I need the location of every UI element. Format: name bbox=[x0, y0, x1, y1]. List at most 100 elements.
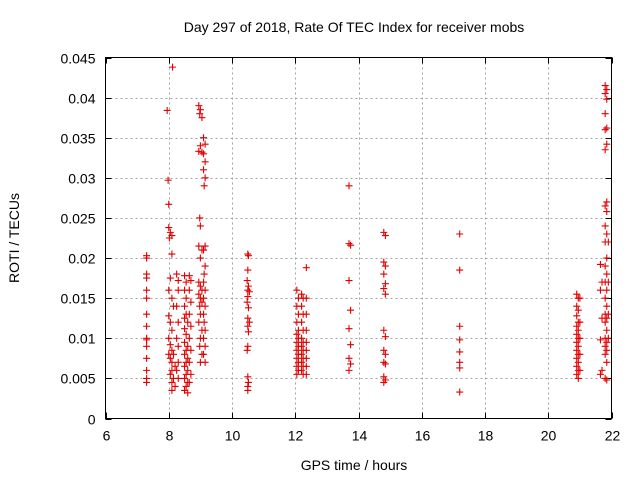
data-point bbox=[185, 310, 193, 318]
data-point bbox=[601, 374, 609, 382]
data-point bbox=[201, 358, 209, 366]
data-point bbox=[601, 110, 609, 118]
data-point bbox=[165, 286, 173, 294]
data-point bbox=[381, 280, 389, 288]
data-point bbox=[171, 362, 179, 370]
data-point bbox=[604, 310, 612, 318]
data-point bbox=[168, 250, 176, 258]
data-point bbox=[601, 262, 609, 270]
data-point bbox=[185, 334, 193, 342]
data-point bbox=[456, 266, 464, 274]
data-point bbox=[601, 126, 609, 134]
data-point bbox=[601, 222, 609, 230]
data-point bbox=[302, 370, 310, 378]
data-point bbox=[163, 106, 171, 114]
data-point bbox=[601, 82, 609, 90]
data-point bbox=[181, 350, 189, 358]
data-point bbox=[573, 312, 581, 320]
data-point bbox=[200, 134, 208, 142]
data-point bbox=[166, 354, 174, 362]
data-point bbox=[380, 270, 388, 278]
data-point bbox=[381, 232, 389, 240]
data-point bbox=[456, 388, 464, 396]
data-point bbox=[293, 330, 301, 338]
data-point bbox=[381, 333, 389, 341]
y-tick-label: 0.02 bbox=[68, 251, 95, 267]
data-point bbox=[302, 264, 310, 272]
data-point bbox=[182, 278, 190, 286]
data-point bbox=[200, 350, 208, 358]
data-point bbox=[603, 230, 611, 238]
data-point bbox=[601, 146, 609, 154]
data-point bbox=[345, 182, 353, 190]
data-point bbox=[174, 277, 182, 285]
chart-title: Day 297 of 2018, Rate Of TEC Index for r… bbox=[184, 19, 525, 35]
data-point bbox=[201, 326, 209, 334]
data-point bbox=[143, 274, 151, 282]
data-point bbox=[293, 362, 301, 370]
data-point bbox=[182, 294, 190, 302]
data-point bbox=[601, 202, 609, 210]
data-point bbox=[166, 370, 174, 378]
data-point bbox=[573, 290, 581, 298]
y-tick-label: 0.045 bbox=[60, 51, 95, 67]
data-point bbox=[603, 302, 611, 310]
x-tick-label: 12 bbox=[288, 428, 304, 444]
data-point bbox=[184, 318, 192, 326]
data-point bbox=[574, 306, 582, 314]
data-point bbox=[196, 282, 204, 290]
data-point bbox=[603, 376, 611, 384]
data-point bbox=[174, 358, 182, 366]
x-tick-label: 18 bbox=[478, 428, 494, 444]
data-point bbox=[168, 378, 176, 386]
data-point bbox=[200, 270, 208, 278]
data-point bbox=[244, 252, 252, 260]
data-point bbox=[195, 102, 203, 110]
data-point bbox=[198, 298, 206, 306]
x-tick-labels: 6 8 10 12 14 16 18 20 22 bbox=[103, 428, 621, 444]
data-point bbox=[302, 354, 310, 362]
data-point bbox=[143, 254, 151, 262]
data-point bbox=[573, 362, 581, 370]
data-point bbox=[201, 242, 209, 250]
data-point bbox=[574, 326, 582, 334]
data-point bbox=[174, 286, 182, 294]
data-point bbox=[293, 346, 301, 354]
data-point bbox=[347, 306, 355, 314]
data-point bbox=[347, 360, 355, 368]
data-point bbox=[185, 358, 193, 366]
data-point bbox=[380, 326, 388, 334]
data-point bbox=[381, 360, 389, 368]
data-point bbox=[604, 238, 612, 246]
data-point bbox=[200, 334, 208, 342]
data-point bbox=[380, 358, 388, 366]
data-point bbox=[345, 366, 353, 374]
data-point bbox=[601, 350, 609, 358]
x-tick-label: 14 bbox=[352, 428, 368, 444]
data-point bbox=[573, 330, 581, 338]
data-point bbox=[245, 318, 253, 326]
data-point bbox=[195, 242, 203, 250]
data-point bbox=[200, 166, 208, 174]
data-point bbox=[456, 230, 464, 238]
data-point bbox=[601, 318, 609, 326]
y-tick-label: 0.015 bbox=[60, 291, 95, 307]
data-point bbox=[603, 346, 611, 354]
data-point bbox=[601, 342, 609, 350]
data-point bbox=[244, 250, 252, 258]
data-point bbox=[181, 362, 189, 370]
data-point bbox=[185, 378, 193, 386]
data-point bbox=[302, 338, 310, 346]
data-point bbox=[298, 358, 306, 366]
data-point bbox=[187, 277, 195, 285]
data-point bbox=[456, 322, 464, 330]
data-point bbox=[185, 272, 193, 280]
data-point bbox=[601, 294, 609, 302]
data-point bbox=[174, 318, 182, 326]
data-point bbox=[244, 282, 252, 290]
data-point bbox=[165, 200, 173, 208]
data-point bbox=[201, 286, 209, 294]
x-tick-label: 10 bbox=[225, 428, 241, 444]
x-tick-label: 16 bbox=[415, 428, 431, 444]
